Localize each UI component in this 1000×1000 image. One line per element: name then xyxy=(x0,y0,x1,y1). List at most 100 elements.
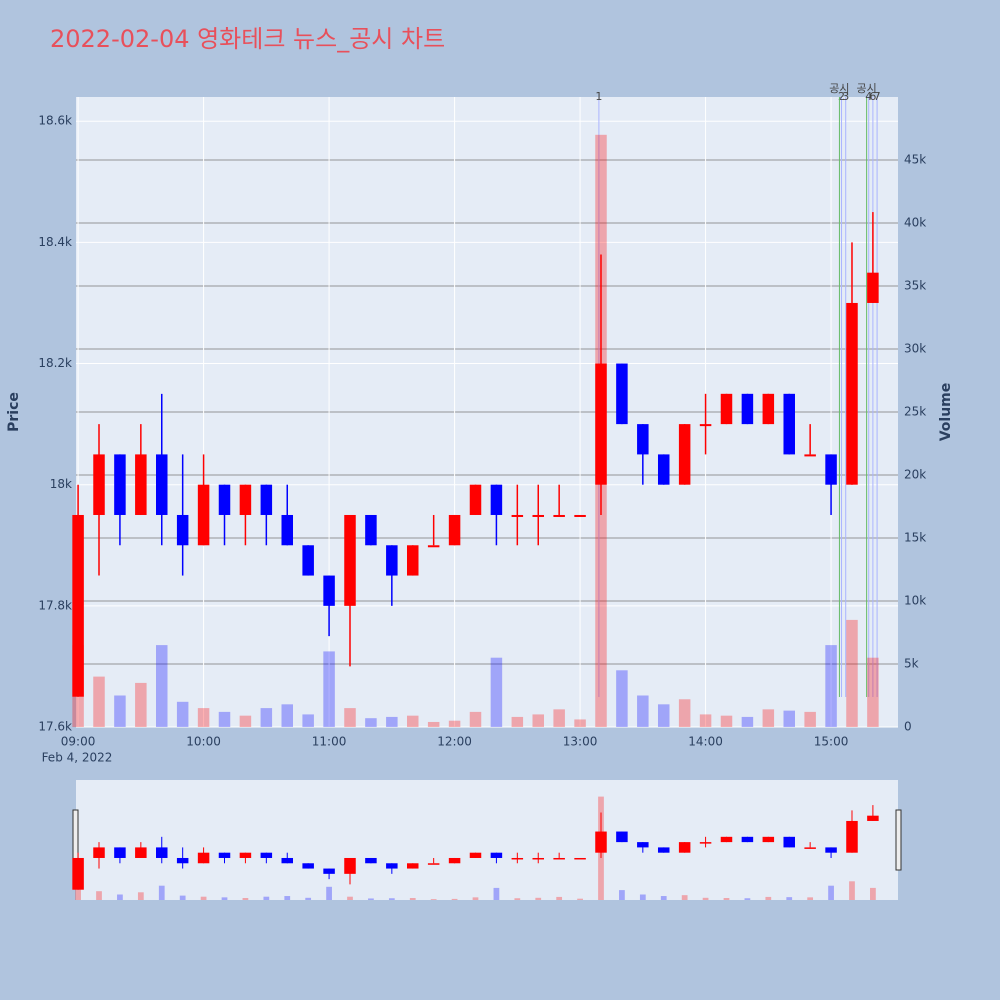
candle-body xyxy=(616,363,628,425)
mini-candle-body xyxy=(741,836,754,843)
candle-body xyxy=(406,545,419,576)
mini-volume-bar xyxy=(639,894,646,900)
mini-volume-bar xyxy=(723,898,730,900)
mini-candle-body xyxy=(427,863,440,865)
mini-volume-bar xyxy=(347,896,353,900)
candle-body xyxy=(323,575,335,606)
candle-body xyxy=(637,424,649,455)
candle-body xyxy=(469,484,482,515)
mini-volume-bar xyxy=(388,898,395,900)
x-tick-label: 13:00 xyxy=(563,735,598,749)
candle-body xyxy=(595,363,607,485)
mini-volume-bar xyxy=(409,898,416,900)
candle-body xyxy=(825,454,837,485)
candle-body xyxy=(72,514,84,697)
mini-candle-body xyxy=(176,857,189,864)
mini-candle-body xyxy=(156,847,168,858)
y-axis-title: Price xyxy=(6,392,22,432)
mini-volume-bar xyxy=(221,897,228,900)
y2-tick-label: 35k xyxy=(904,279,926,293)
candle-body xyxy=(783,393,795,455)
annotation-label: 1 xyxy=(595,90,602,103)
mini-candle-body xyxy=(574,857,586,860)
y2-tick-label: 5k xyxy=(904,657,919,671)
volume-bar xyxy=(825,645,837,727)
mini-candle-body xyxy=(511,857,524,860)
mini-volume-bar xyxy=(179,895,186,900)
candle-body xyxy=(762,393,775,425)
x-tick-label: 11:00 xyxy=(312,735,347,749)
mini-candle-body xyxy=(553,857,565,860)
volume-bar xyxy=(323,651,335,727)
volume-bar xyxy=(804,711,816,727)
mini-candle-body xyxy=(616,831,628,843)
mini-candle-body xyxy=(867,815,879,821)
mini-volume-bar xyxy=(368,898,374,900)
y2-tick-label: 25k xyxy=(904,405,926,419)
mini-volume-bar xyxy=(284,896,291,900)
mini-volume-bar xyxy=(702,897,709,900)
candle-body xyxy=(678,424,691,485)
volume-bar xyxy=(867,657,879,727)
candle-body xyxy=(553,514,565,517)
y2-tick-label: 45k xyxy=(904,153,926,167)
mini-candle-body xyxy=(197,852,210,864)
x-tick-label: 14:00 xyxy=(688,735,723,749)
volume-bar xyxy=(260,708,273,727)
volume-bar xyxy=(574,719,586,727)
mini-candle-body xyxy=(595,831,607,853)
range-slider[interactable] xyxy=(76,780,898,900)
mini-volume-bar xyxy=(786,897,793,900)
mini-volume-bar xyxy=(430,899,437,900)
volume-bar xyxy=(156,645,168,727)
volume-bar xyxy=(553,709,565,727)
mini-volume-bar xyxy=(263,896,270,900)
mini-candle-body xyxy=(825,847,837,853)
mini-candle-body xyxy=(846,820,858,853)
mini-volume-bar xyxy=(619,890,625,900)
mini-candle-body xyxy=(114,847,126,858)
slider-handle[interactable] xyxy=(895,809,902,871)
volume-bar xyxy=(783,710,795,727)
mini-volume-bar xyxy=(870,887,876,900)
volume-bar xyxy=(281,704,294,727)
mini-volume-bar xyxy=(96,891,102,900)
candle-body xyxy=(93,454,105,515)
y2-tick-label: 30k xyxy=(904,342,926,356)
date-label: Feb 4, 2022 xyxy=(42,751,113,765)
annotation-label: 공시 xyxy=(829,82,849,95)
x-tick-label: 10:00 xyxy=(186,735,221,749)
x-tick-label: 09:00 xyxy=(61,735,96,749)
mini-candle-body xyxy=(302,863,314,869)
mini-candle-body xyxy=(637,842,649,848)
candle-body xyxy=(532,514,544,517)
candle-body xyxy=(846,302,858,485)
volume-bar xyxy=(616,670,628,727)
candle-body xyxy=(867,272,879,303)
volume-bar xyxy=(114,695,126,727)
mini-volume-bar xyxy=(326,886,332,900)
mini-candle-body xyxy=(365,857,377,864)
y-tick-label: 17.8k xyxy=(38,598,72,612)
mini-volume-bar xyxy=(577,898,583,900)
volume-bar xyxy=(197,708,210,727)
mini-candle-body xyxy=(804,847,816,849)
candle-body xyxy=(281,514,294,546)
volume-bar xyxy=(302,714,314,727)
mini-volume-bar xyxy=(828,885,834,900)
mini-volume-bar xyxy=(849,881,855,900)
y-tick-label: 18.4k xyxy=(38,235,72,249)
annotation-label: 6 xyxy=(869,90,876,103)
y2-tick-label: 10k xyxy=(904,594,926,608)
mini-candle-body xyxy=(678,842,691,853)
candle-body xyxy=(135,454,147,515)
volume-bar xyxy=(427,721,440,727)
mini-candle-body xyxy=(260,852,273,858)
volume-bar xyxy=(386,716,398,727)
mini-volume-bar xyxy=(200,896,207,900)
volume-bar xyxy=(176,701,189,727)
mini-volume-bar xyxy=(451,898,458,900)
mini-volume-bar xyxy=(117,894,123,900)
mini-candle-body xyxy=(699,842,712,844)
